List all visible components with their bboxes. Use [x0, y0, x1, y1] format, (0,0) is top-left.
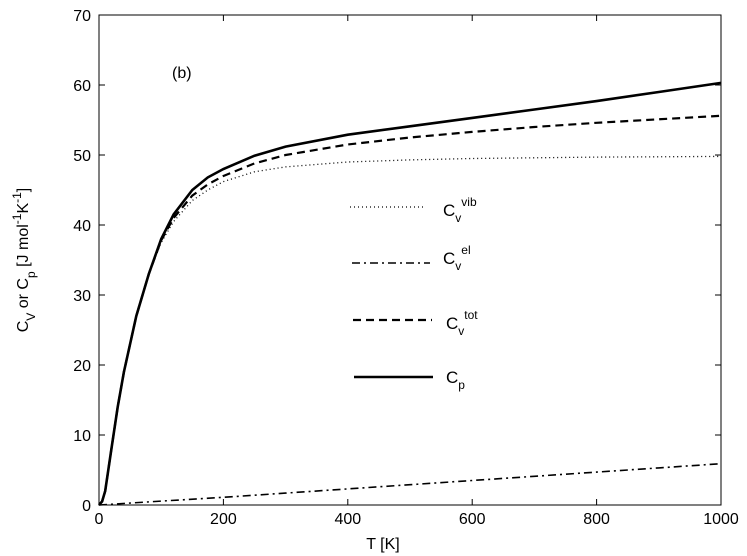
- y-tick-label: 10: [73, 428, 91, 445]
- x-tick-label: 1000: [703, 511, 739, 528]
- plot-area: [98, 14, 722, 506]
- x-axis-label: T [K]: [366, 536, 400, 553]
- legend-label-cp: Cp: [446, 368, 465, 392]
- y-tick-label: 20: [73, 358, 91, 375]
- y-tick-label: 60: [73, 78, 91, 95]
- series-group: [98, 81, 722, 506]
- x-tick-label: 200: [210, 511, 237, 528]
- series-line-el: [98, 462, 722, 506]
- y-tick-label: 30: [73, 288, 91, 305]
- series-line-tot: [98, 114, 722, 506]
- y-tick-label: 40: [73, 218, 91, 235]
- x-tick-label: 800: [583, 511, 610, 528]
- x-tick-label: 600: [459, 511, 486, 528]
- y-tick-label: 50: [73, 148, 91, 165]
- panel-label: (b): [172, 65, 192, 82]
- series-line-cp: [98, 81, 722, 506]
- y-tick-label: 70: [73, 8, 91, 25]
- y-axis-label: CV or Cp [J mol-1K-1]: [10, 188, 38, 333]
- x-tick-label: 0: [95, 511, 104, 528]
- y-tick-label: 0: [82, 498, 91, 515]
- legend: Cvvib Cvel Cvtot Cp: [350, 195, 478, 392]
- tick-group: 0 200 400 600 800 1000 0 10 20 30 40 50 60 70: [73, 8, 739, 528]
- legend-label-vib: Cvvib: [443, 195, 477, 225]
- legend-label-tot: Cvtot: [446, 308, 478, 338]
- x-tick-label: 400: [334, 511, 361, 528]
- legend-label-el: Cvel: [443, 243, 471, 273]
